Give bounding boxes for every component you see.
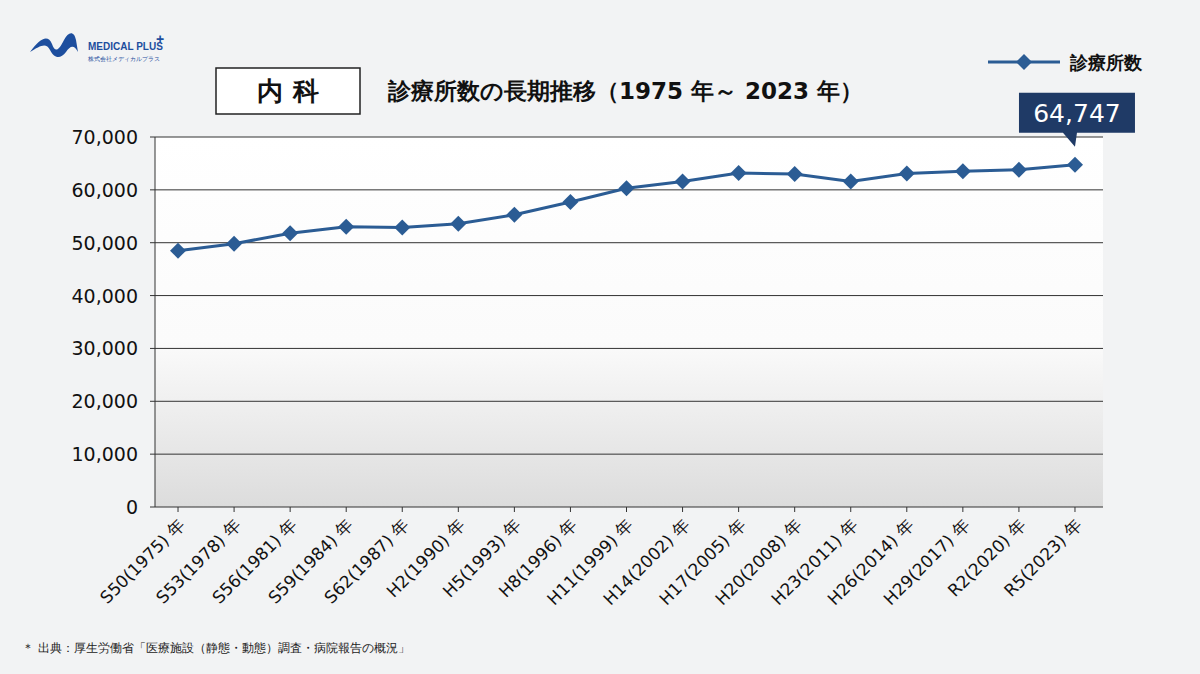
y-tick-label: 0 — [126, 496, 138, 518]
x-tick — [738, 507, 739, 512]
marker — [731, 165, 747, 181]
badge: 内 科 — [257, 76, 318, 106]
y-tick-label: 60,000 — [72, 179, 138, 201]
x-tick — [234, 507, 235, 512]
chart: MEDICAL PLUS+ 株式会社メディカルプラス内 科 診療所数の長期推移（19… — [0, 0, 1200, 674]
marker — [1067, 157, 1083, 173]
x-tick — [570, 507, 571, 512]
marker — [899, 165, 915, 181]
marker — [506, 207, 522, 223]
tick-mark — [150, 137, 155, 138]
grid-line — [155, 507, 1103, 508]
x-tick — [178, 507, 179, 512]
callout-box — [1019, 93, 1135, 147]
plot-area — [155, 137, 1103, 507]
marker — [619, 180, 635, 196]
grid-line — [155, 348, 1103, 349]
y-tick-label: 70,000 — [72, 126, 138, 148]
marker — [338, 219, 354, 235]
background — [0, 0, 1200, 674]
grid-line — [155, 454, 1103, 455]
y-tick-label: 10,000 — [72, 443, 138, 465]
marker — [1011, 162, 1027, 178]
y-tick-label: 40,000 — [72, 285, 138, 307]
x-tick — [794, 507, 795, 512]
x-tick — [1018, 507, 1019, 512]
tick-mark — [150, 348, 155, 349]
badge-box — [216, 68, 360, 114]
marker — [226, 236, 242, 252]
x-tick — [1074, 507, 1075, 512]
series-line — [178, 165, 1075, 251]
grid-line — [155, 295, 1103, 296]
logo-company: 株式会社メディカルプラス — [87, 55, 160, 62]
grid-line — [155, 242, 1103, 243]
logo-mark — [30, 33, 78, 57]
x-tick — [962, 507, 963, 512]
logo-plus: + — [156, 31, 164, 47]
tick-mark — [150, 454, 155, 455]
y-axis — [155, 137, 156, 507]
marker — [282, 225, 298, 241]
grid-line — [155, 401, 1103, 402]
x-tick — [402, 507, 403, 512]
legend-label: 診療所数 — [1069, 52, 1143, 73]
x-tick — [458, 507, 459, 512]
tick-mark — [150, 189, 155, 190]
logo-name: MEDICAL PLUS — [88, 41, 163, 52]
marker — [562, 194, 578, 210]
title: 診療所数の長期推移（1975 年～ 2023 年） — [387, 78, 863, 104]
legend-marker — [1016, 54, 1032, 70]
marker — [955, 163, 971, 179]
y-tick-label: 20,000 — [72, 390, 138, 412]
y-tick-label: 50,000 — [72, 232, 138, 254]
tick-mark — [150, 242, 155, 243]
x-tick — [682, 507, 683, 512]
x-tick — [290, 507, 291, 512]
callout-text: 64,747 — [1033, 99, 1120, 128]
marker — [843, 173, 859, 189]
marker — [787, 166, 803, 182]
marker — [675, 173, 691, 189]
x-tick — [346, 507, 347, 512]
x-tick — [850, 507, 851, 512]
grid-line — [155, 137, 1103, 138]
marker — [394, 219, 410, 235]
tick-mark — [150, 507, 155, 508]
y-tick-label: 30,000 — [72, 337, 138, 359]
marker — [450, 216, 466, 232]
series-group — [170, 157, 1083, 259]
tick-mark — [150, 401, 155, 402]
marker — [170, 243, 186, 259]
x-tick — [906, 507, 907, 512]
x-tick-label: R5(2023) 年 — [1000, 515, 1086, 601]
source: ＊ 出典：厚生労働省「医療施設（静態・動態）調査・病院報告の概況」 — [22, 641, 410, 655]
x-tick — [626, 507, 627, 512]
tick-mark — [150, 295, 155, 296]
x-tick — [514, 507, 515, 512]
